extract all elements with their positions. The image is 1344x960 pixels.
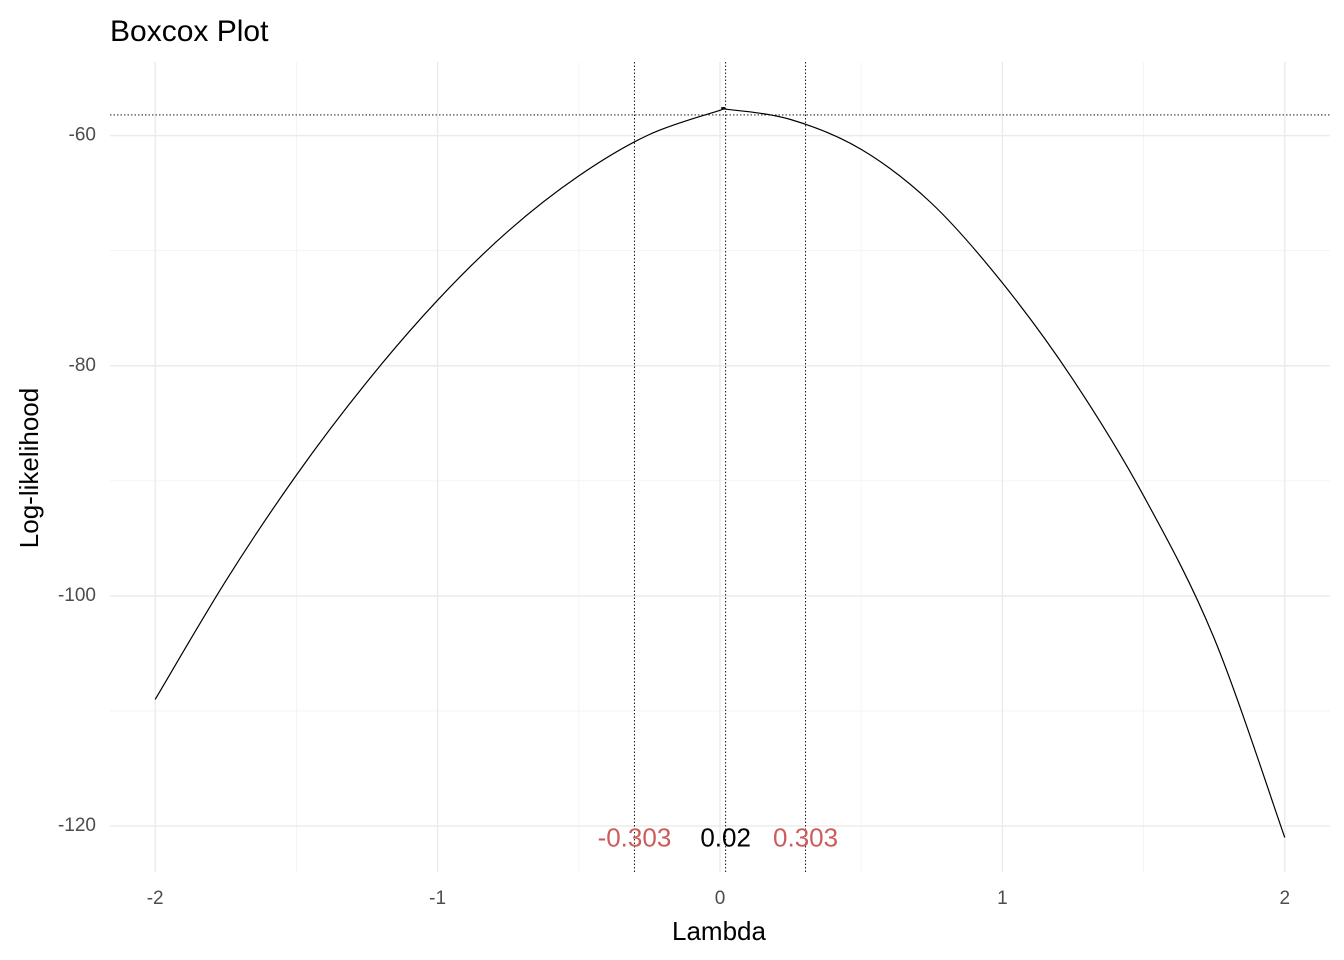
lambda-annotation-label: 0.303 — [773, 823, 838, 853]
log-likelihood-curve — [154, 106, 1286, 838]
y-tick-label: -120 — [58, 815, 96, 836]
x-tick-label: 2 — [1280, 888, 1291, 909]
x-tick-label: 0 — [715, 888, 726, 909]
chart-title: Boxcox Plot — [110, 15, 269, 48]
lambda-annotation-label: 0.02 — [700, 823, 751, 853]
reference-lines — [110, 62, 1330, 872]
grid — [110, 62, 1330, 872]
x-tick-label: -2 — [147, 888, 164, 909]
y-axis-ticks: -60 -80 -100 -120 — [58, 125, 96, 836]
x-tick-label: -1 — [429, 888, 446, 909]
y-tick-label: -80 — [69, 355, 96, 376]
x-axis-title: Lambda — [672, 916, 766, 946]
x-axis-ticks: -2 -1 0 1 2 — [147, 888, 1290, 909]
lambda-annotations: -0.303 0.02 0.303 — [598, 823, 839, 853]
x-tick-label: 1 — [997, 888, 1008, 909]
lambda-annotation-label: -0.303 — [598, 823, 672, 853]
y-tick-label: -100 — [58, 585, 96, 606]
y-axis-title: Log-likelihood — [14, 388, 44, 548]
y-tick-label: -60 — [69, 125, 96, 146]
